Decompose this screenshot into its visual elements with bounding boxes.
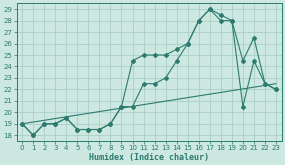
- X-axis label: Humidex (Indice chaleur): Humidex (Indice chaleur): [89, 152, 209, 162]
